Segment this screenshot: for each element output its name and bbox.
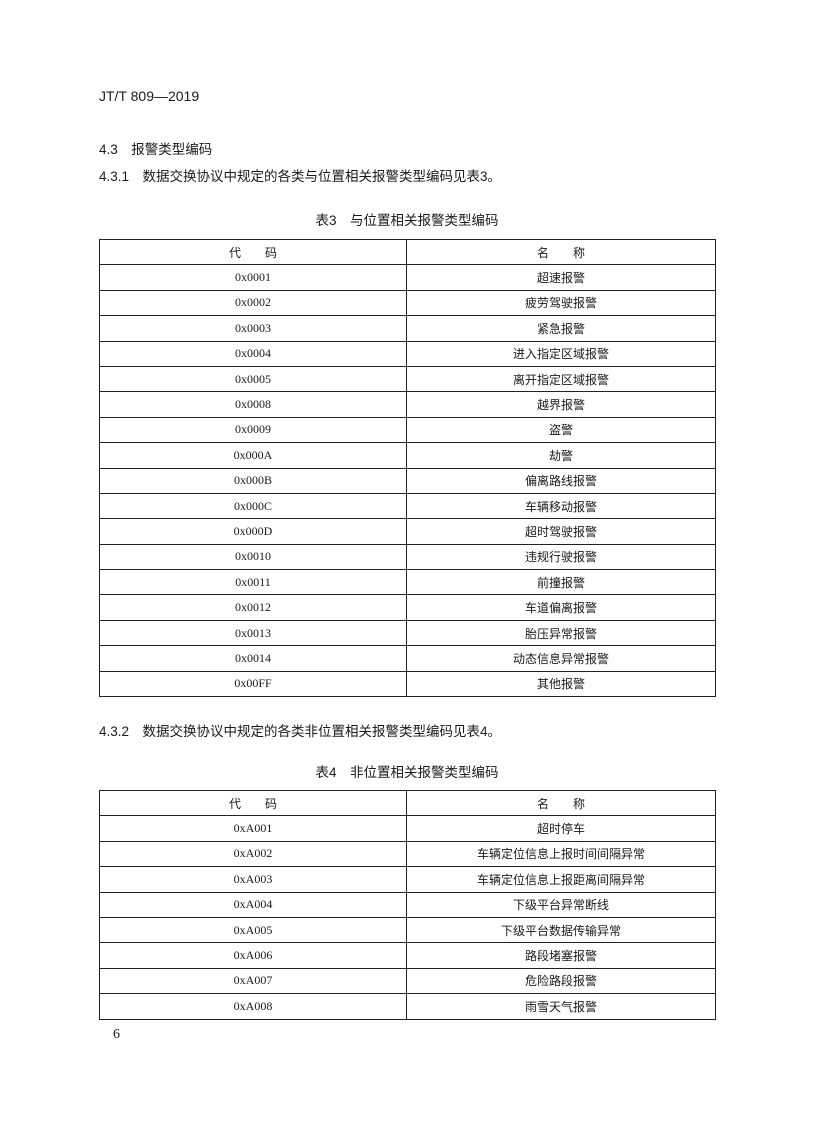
code-cell: 0x0011 bbox=[99, 569, 407, 596]
table3-caption: 表3 与位置相关报警类型编码 bbox=[315, 213, 499, 228]
name-cell: 进入指定区域报警 bbox=[406, 340, 716, 367]
header-row: 代 码名 称 bbox=[99, 789, 716, 817]
table-row: 0x0010 违规行驶报警 bbox=[99, 543, 716, 571]
code-cell: 0xA001 bbox=[99, 815, 407, 842]
name-cell: 违规行驶报警 bbox=[406, 543, 716, 571]
section-4-3-2: 4.3.2 数据交换协议中规定的各类非位置相关报警类型编码见表4。 bbox=[99, 724, 502, 739]
table-row: 0xA005 下级平台数据传输异常 bbox=[99, 916, 716, 944]
name-cell: 名 称 bbox=[406, 789, 716, 817]
table-row: 0x000A 劫警 bbox=[99, 442, 716, 469]
code-cell: 0x0002 bbox=[99, 289, 407, 317]
name-cell: 疲劳驾驶报警 bbox=[406, 289, 716, 317]
section-4-3-1: 4.3.1 数据交换协议中规定的各类与位置相关报警类型编码见表3。 bbox=[99, 169, 502, 184]
name-cell: 偏离路线报警 bbox=[406, 467, 716, 494]
code-cell: 0xA008 bbox=[99, 993, 407, 1020]
name-cell: 下级平台数据传输异常 bbox=[406, 916, 716, 944]
name-cell: 危险路段报警 bbox=[406, 967, 716, 995]
table-row: 0x00FF 其他报警 bbox=[99, 670, 716, 698]
code-cell: 0x000C bbox=[99, 492, 407, 520]
code-cell: 0x000B bbox=[99, 467, 407, 494]
name-cell: 紧急报警 bbox=[406, 315, 716, 342]
name-cell: 越界报警 bbox=[406, 391, 716, 418]
code-cell: 0xA004 bbox=[99, 891, 407, 918]
code-cell: 代 码 bbox=[99, 238, 407, 266]
table-row: 0x0004 进入指定区域报警 bbox=[99, 340, 716, 367]
table3: 代 码名 称 0x0001 超速报警 0x0002 疲劳驾驶报警 0x0003 紧急报警 0x… bbox=[99, 238, 716, 698]
code-cell: 0xA002 bbox=[99, 840, 407, 868]
name-cell: 车辆定位信息上报距离间隔异常 bbox=[406, 866, 716, 893]
table-row: 0xA007 危险路段报警 bbox=[99, 967, 716, 995]
code-cell: 0x0001 bbox=[99, 264, 407, 291]
name-cell: 超时停车 bbox=[406, 815, 716, 842]
table4: 代 码名 称 0xA001 超时停车 0xA002 车辆定位信息上报时间间隔异常 0xA0… bbox=[99, 789, 716, 1020]
name-cell: 其他报警 bbox=[406, 670, 716, 698]
table-row: 0x0008 越界报警 bbox=[99, 391, 716, 418]
name-cell: 超时驾驶报警 bbox=[406, 518, 716, 545]
name-cell: 超速报警 bbox=[406, 264, 716, 291]
table-row: 0x000D 超时驾驶报警 bbox=[99, 518, 716, 545]
table-row: 0x000B 偏离路线报警 bbox=[99, 467, 716, 494]
code-cell: 0x000A bbox=[99, 442, 407, 469]
name-cell: 动态信息异常报警 bbox=[406, 645, 716, 672]
table-row: 0x0001 超速报警 bbox=[99, 264, 716, 291]
name-cell: 雨雪天气报警 bbox=[406, 993, 716, 1020]
code-cell: 0x0005 bbox=[99, 365, 407, 393]
table-row: 0x0005 离开指定区域报警 bbox=[99, 365, 716, 393]
code-cell: 0xA003 bbox=[99, 866, 407, 893]
code-cell: 0x0012 bbox=[99, 594, 407, 621]
table-row: 0xA002 车辆定位信息上报时间间隔异常 bbox=[99, 840, 716, 868]
table-row: 0x0002 疲劳驾驶报警 bbox=[99, 289, 716, 317]
table4-caption: 表4 非位置相关报警类型编码 bbox=[315, 765, 499, 780]
table-row: 0xA001 超时停车 bbox=[99, 815, 716, 842]
header-row: 代 码名 称 bbox=[99, 238, 716, 266]
name-cell: 车道偏离报警 bbox=[406, 594, 716, 621]
code-cell: 0x0003 bbox=[99, 315, 407, 342]
code-cell: 代 码 bbox=[99, 789, 407, 817]
name-cell: 下级平台异常断线 bbox=[406, 891, 716, 918]
name-cell: 车辆定位信息上报时间间隔异常 bbox=[406, 840, 716, 868]
table-row: 0x000C 车辆移动报警 bbox=[99, 492, 716, 520]
table-row: 0x0013 胎压异常报警 bbox=[99, 619, 716, 647]
table-row: 0x0009 盗警 bbox=[99, 416, 716, 444]
table-row: 0xA006 路段堵塞报警 bbox=[99, 942, 716, 969]
document-header: JT/T 809—2019 bbox=[99, 88, 200, 104]
table-row: 0xA008 雨雪天气报警 bbox=[99, 993, 716, 1020]
table-row: 0x0014 动态信息异常报警 bbox=[99, 645, 716, 672]
table-row: 0xA003 车辆定位信息上报距离间隔异常 bbox=[99, 866, 716, 893]
page-number: 6 bbox=[113, 1027, 120, 1042]
name-cell: 名 称 bbox=[406, 238, 716, 266]
code-cell: 0x0013 bbox=[99, 619, 407, 647]
name-cell: 路段堵塞报警 bbox=[406, 942, 716, 969]
code-cell: 0xA007 bbox=[99, 967, 407, 995]
name-cell: 劫警 bbox=[406, 442, 716, 469]
code-cell: 0x0009 bbox=[99, 416, 407, 444]
name-cell: 前撞报警 bbox=[406, 569, 716, 596]
section-heading-4-3: 4.3 报警类型编码 bbox=[99, 142, 213, 157]
table-row: 0x0012 车道偏离报警 bbox=[99, 594, 716, 621]
name-cell: 胎压异常报警 bbox=[406, 619, 716, 647]
code-cell: 0x0004 bbox=[99, 340, 407, 367]
code-cell: 0x0014 bbox=[99, 645, 407, 672]
code-cell: 0x0008 bbox=[99, 391, 407, 418]
code-cell: 0xA005 bbox=[99, 916, 407, 944]
name-cell: 车辆移动报警 bbox=[406, 492, 716, 520]
name-cell: 盗警 bbox=[406, 416, 716, 444]
code-cell: 0x00FF bbox=[99, 670, 407, 698]
table-row: 0x0011 前撞报警 bbox=[99, 569, 716, 596]
name-cell: 离开指定区域报警 bbox=[406, 365, 716, 393]
table-row: 0xA004 下级平台异常断线 bbox=[99, 891, 716, 918]
code-cell: 0xA006 bbox=[99, 942, 407, 969]
code-cell: 0x0010 bbox=[99, 543, 407, 571]
table-row: 0x0003 紧急报警 bbox=[99, 315, 716, 342]
code-cell: 0x000D bbox=[99, 518, 407, 545]
